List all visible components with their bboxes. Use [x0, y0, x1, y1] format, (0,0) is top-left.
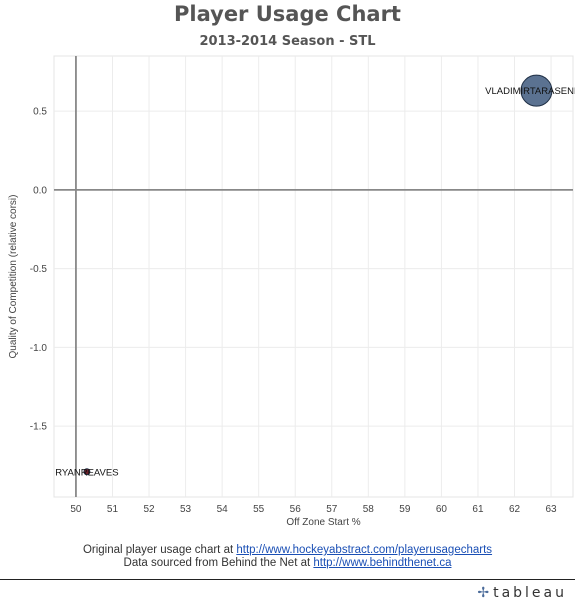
x-tick-label: 57 [326, 504, 338, 515]
footer-line-2: Data sourced from Behind the Net at http… [0, 557, 575, 569]
player-bubble [520, 74, 553, 107]
footer-line-1-text: Original player usage chart at [82, 544, 237, 556]
hockeyabstract-link[interactable]: http://www.hockeyabstract.com/playerusag… [236, 544, 493, 556]
footer-line-2-text: Data sourced from Behind the Net at [123, 557, 314, 569]
chart-title: Player Usage Chart [174, 2, 401, 26]
player-label: RYANREAVES [55, 467, 118, 478]
y-tick-label: 0.0 [33, 185, 47, 196]
tableau-logo[interactable]: ✢ tableau [477, 585, 567, 601]
plot-area [53, 55, 574, 498]
x-axis-title: Off Zone Start % [286, 517, 360, 528]
x-tick-label: 51 [107, 504, 119, 515]
x-tick-label: 60 [436, 504, 448, 515]
y-tick-label: 0.5 [33, 107, 47, 118]
x-tick-label: 54 [217, 504, 229, 515]
player-bubble [83, 468, 91, 476]
behindthenet-link[interactable]: http://www.behindthenet.ca [313, 557, 452, 569]
chart-subtitle: 2013-2014 Season - STL [199, 34, 376, 49]
tableau-plus-icon: ✢ [477, 585, 490, 601]
x-tick-label: 63 [546, 504, 558, 515]
usage-chart: 50 51 52 53 54 55 56 57 58 59 60 61 62 63 0.5 0.0 -0.5 -1… [8, 55, 575, 528]
y-tick-label: -1.0 [30, 343, 48, 354]
x-tick-label: 53 [180, 504, 192, 515]
tableau-wordmark: tableau [493, 585, 567, 601]
player-label: VLADIMIRTARASENKO [485, 86, 575, 97]
x-tick-label: 59 [399, 504, 411, 515]
x-tick-label: 52 [143, 504, 155, 515]
footer-divider [0, 579, 575, 580]
x-tick-label: 62 [509, 504, 521, 515]
y-tick-label: -0.5 [30, 264, 48, 275]
x-tick-label: 61 [472, 504, 484, 515]
x-tick-label: 56 [290, 504, 302, 515]
y-tick-label: -1.5 [30, 422, 48, 433]
x-tick-label: 58 [363, 504, 375, 515]
x-tick-label: 50 [70, 504, 82, 515]
y-axis-title: Quality of Competition (relative corsi) [8, 195, 19, 359]
footer-line-1: Original player usage chart at http://ww… [0, 544, 575, 556]
x-tick-label: 55 [253, 504, 265, 515]
